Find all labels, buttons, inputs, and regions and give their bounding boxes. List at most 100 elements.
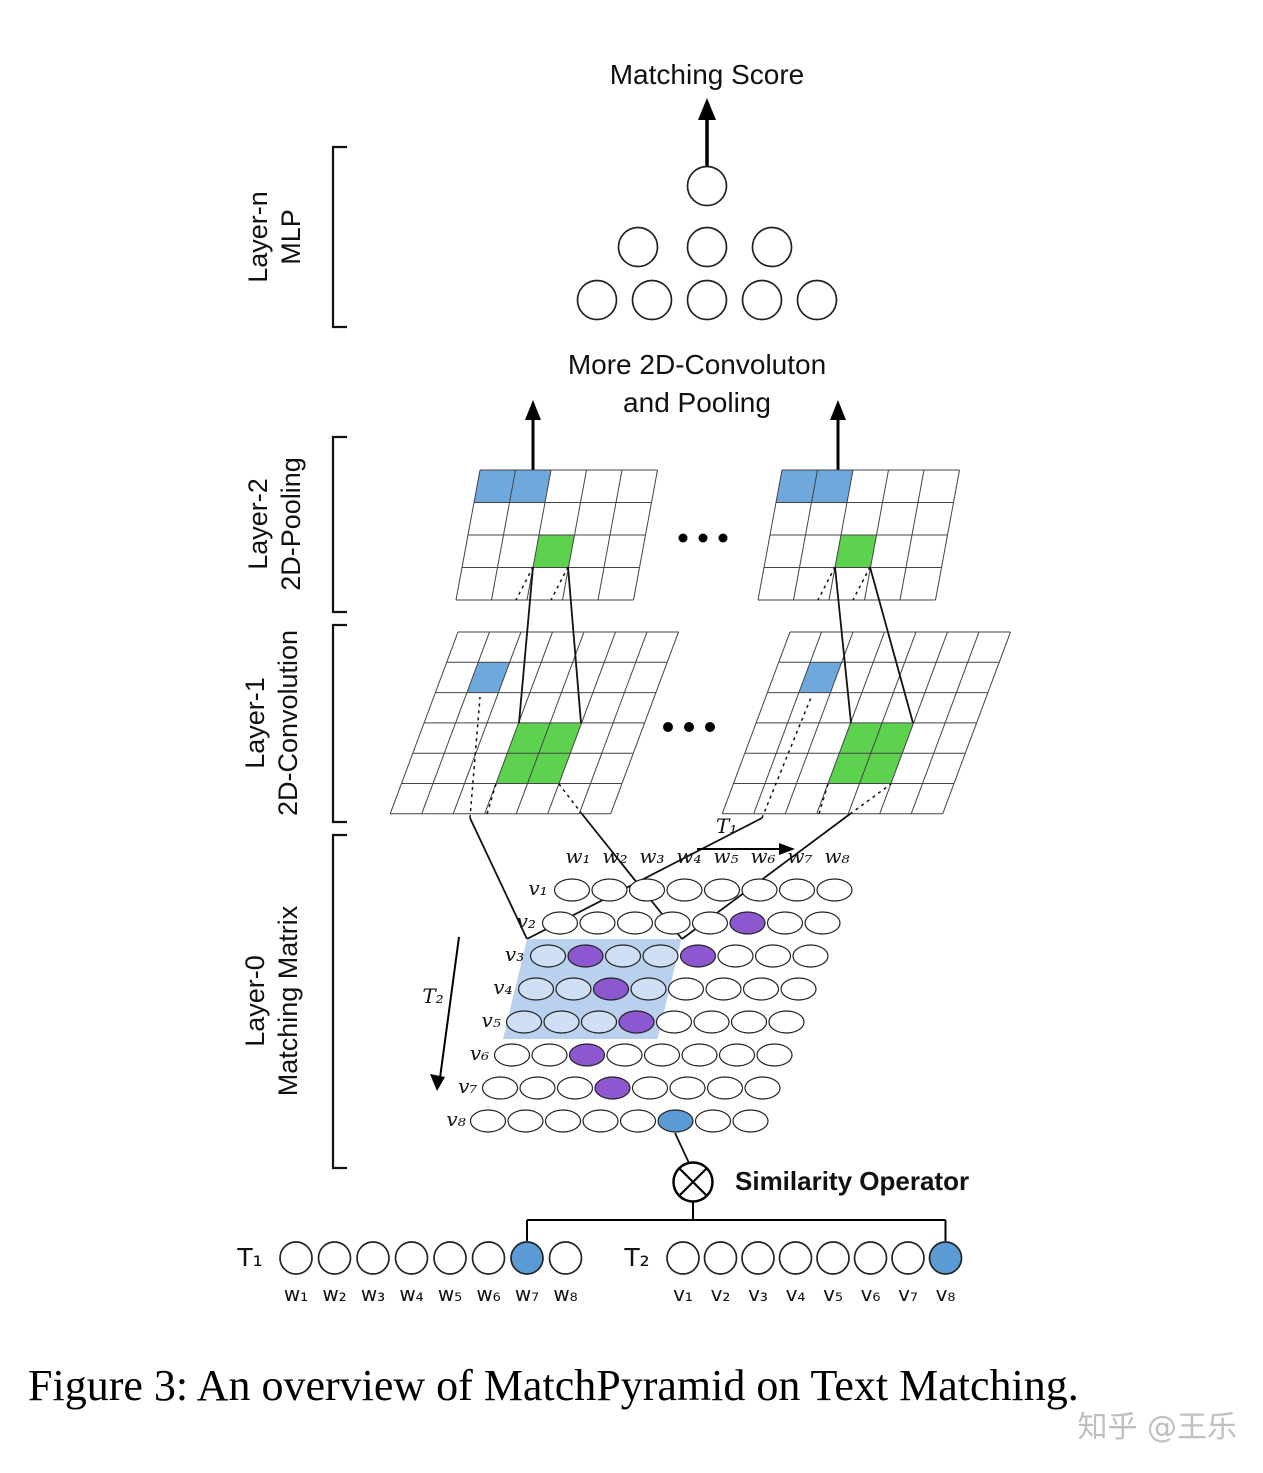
matrix-cell xyxy=(666,878,703,902)
t2-axis-arrow: T₂ xyxy=(422,936,460,1091)
mlp-node xyxy=(686,165,728,207)
matrix-cell xyxy=(780,977,817,1001)
mlp-node xyxy=(751,226,793,268)
matrix-col-label: w₈ xyxy=(824,844,849,868)
layer-0-name: Layer-0 xyxy=(240,955,270,1047)
matrix-cell xyxy=(691,911,729,935)
matrix-col-label: w₂ xyxy=(602,844,627,868)
t1-sequence-token-label: w₈ xyxy=(553,1282,577,1306)
matrix-cell xyxy=(792,944,829,968)
matrix-cell xyxy=(754,944,792,968)
matrix-cell xyxy=(469,1109,507,1133)
matrix-col-label: w₅ xyxy=(713,844,738,868)
ellipsis-dots-layer1 xyxy=(663,722,715,732)
projection-line xyxy=(515,566,534,601)
t1-sequence-token xyxy=(394,1241,429,1275)
matrix-cell xyxy=(694,1109,732,1133)
t1-sequence-token xyxy=(471,1241,506,1275)
layer-1-name: Layer-1 xyxy=(240,677,270,769)
pooling-arrow-right xyxy=(830,400,846,470)
matrix-cell xyxy=(628,878,666,902)
layer2-left-grid xyxy=(455,469,658,601)
connector-line xyxy=(834,566,852,724)
matrix-cell xyxy=(544,1109,582,1133)
matrix-cell xyxy=(556,1076,594,1100)
t1-sequence-token xyxy=(317,1241,352,1275)
t2-sequence-label: T₂ xyxy=(623,1243,649,1272)
matrix-cell xyxy=(742,977,780,1001)
t2-sequence-token xyxy=(816,1241,850,1275)
matrix-col-label: w₃ xyxy=(639,844,664,868)
matrix-cell xyxy=(579,911,616,935)
mlp-node xyxy=(631,279,673,321)
pooling-arrow-left xyxy=(525,400,541,470)
layer1-right-grid xyxy=(721,631,1011,815)
layer-1-bracket xyxy=(331,623,347,824)
projection-line xyxy=(550,566,569,601)
layer-n-name: Layer-n xyxy=(243,191,273,283)
matrix-cell xyxy=(606,1043,643,1067)
matrix-cell xyxy=(543,1010,580,1034)
t1-sequence-token-label: w₆ xyxy=(476,1282,500,1306)
connector-line xyxy=(869,566,914,724)
layer-2-name: Layer-2 xyxy=(243,478,273,570)
similarity-operator-icon xyxy=(679,1168,707,1196)
t2-sequence-token-label: v₇ xyxy=(898,1282,918,1306)
matrix-cell xyxy=(705,977,742,1001)
matrix-cell xyxy=(693,1010,730,1034)
matrix-cell xyxy=(517,977,555,1001)
layer1-right-blue-cell xyxy=(798,662,842,693)
t1-sequence-token-label: w₇ xyxy=(515,1282,539,1306)
t2-sequence-token-label: v₄ xyxy=(786,1282,806,1306)
matrix-cell xyxy=(493,1043,531,1067)
t1-sequence-token-label: w₁ xyxy=(284,1282,308,1306)
matrix-row-label: v₆ xyxy=(470,1041,489,1065)
matrix-cell xyxy=(616,911,654,935)
t1-sequence-token xyxy=(510,1241,544,1275)
matrix-col-label: w₄ xyxy=(676,844,701,868)
layer1-left-grid xyxy=(389,631,679,815)
layer-brackets xyxy=(331,145,347,1170)
matrix-cell xyxy=(505,1010,543,1034)
matrix-col-label: w₁ xyxy=(565,844,590,868)
mlp-node xyxy=(686,226,728,268)
token-connector xyxy=(526,1202,947,1241)
connector-line xyxy=(567,566,582,724)
watermark: 知乎 @王乐 xyxy=(1077,1410,1237,1445)
layer-0-desc: Matching Matrix xyxy=(273,905,303,1096)
matrix-cell xyxy=(744,1076,781,1100)
matrix-cell xyxy=(580,1010,618,1034)
projection-line xyxy=(761,694,813,819)
token-sequences: T₁ w₁ w₂ w₃ w₄ w₅ w₆ w₇ w₈ T₂ v₁ v₂ v₃ v₄ v₅ v₆ v₇ v₈ xyxy=(236,1241,963,1306)
layer-n-desc: MLP xyxy=(276,209,306,265)
matrix-cell xyxy=(604,944,642,968)
matrix-cell xyxy=(718,1043,756,1067)
layer-0-bracket xyxy=(331,833,347,1170)
mlp-nodes xyxy=(576,165,838,321)
matching-score-title: Matching Score xyxy=(610,59,805,90)
matrix-cell xyxy=(679,944,717,968)
t2-sequence-token xyxy=(891,1241,925,1275)
t1-sequence-token-label: w₄ xyxy=(399,1282,423,1306)
matrix-cell xyxy=(768,1010,805,1034)
mlp-node xyxy=(576,279,618,321)
t1-sequence-token xyxy=(279,1241,313,1275)
more-conv-label-line1: More 2D-Convoluton xyxy=(568,349,826,380)
t2-sequence-token xyxy=(928,1241,963,1275)
matrix-cell xyxy=(756,1043,793,1067)
layer-n-bracket xyxy=(331,145,347,329)
matrix-cell xyxy=(567,944,604,968)
t1-sequence-token xyxy=(433,1241,467,1275)
matrix-row-label: v₇ xyxy=(458,1074,477,1098)
layer-1-desc: 2D-Convolution xyxy=(273,630,303,816)
matrix-cell xyxy=(654,911,691,935)
matrix-cell xyxy=(631,1076,669,1100)
similarity-operator-label: Similarity Operator xyxy=(735,1166,969,1196)
matrix-cell xyxy=(703,878,741,902)
matrix-cell xyxy=(804,911,841,935)
matrix-cell xyxy=(643,1043,681,1067)
ellipsis-dots-layer2 xyxy=(678,533,728,543)
t2-sequence-token-label: v₁ xyxy=(673,1282,693,1306)
